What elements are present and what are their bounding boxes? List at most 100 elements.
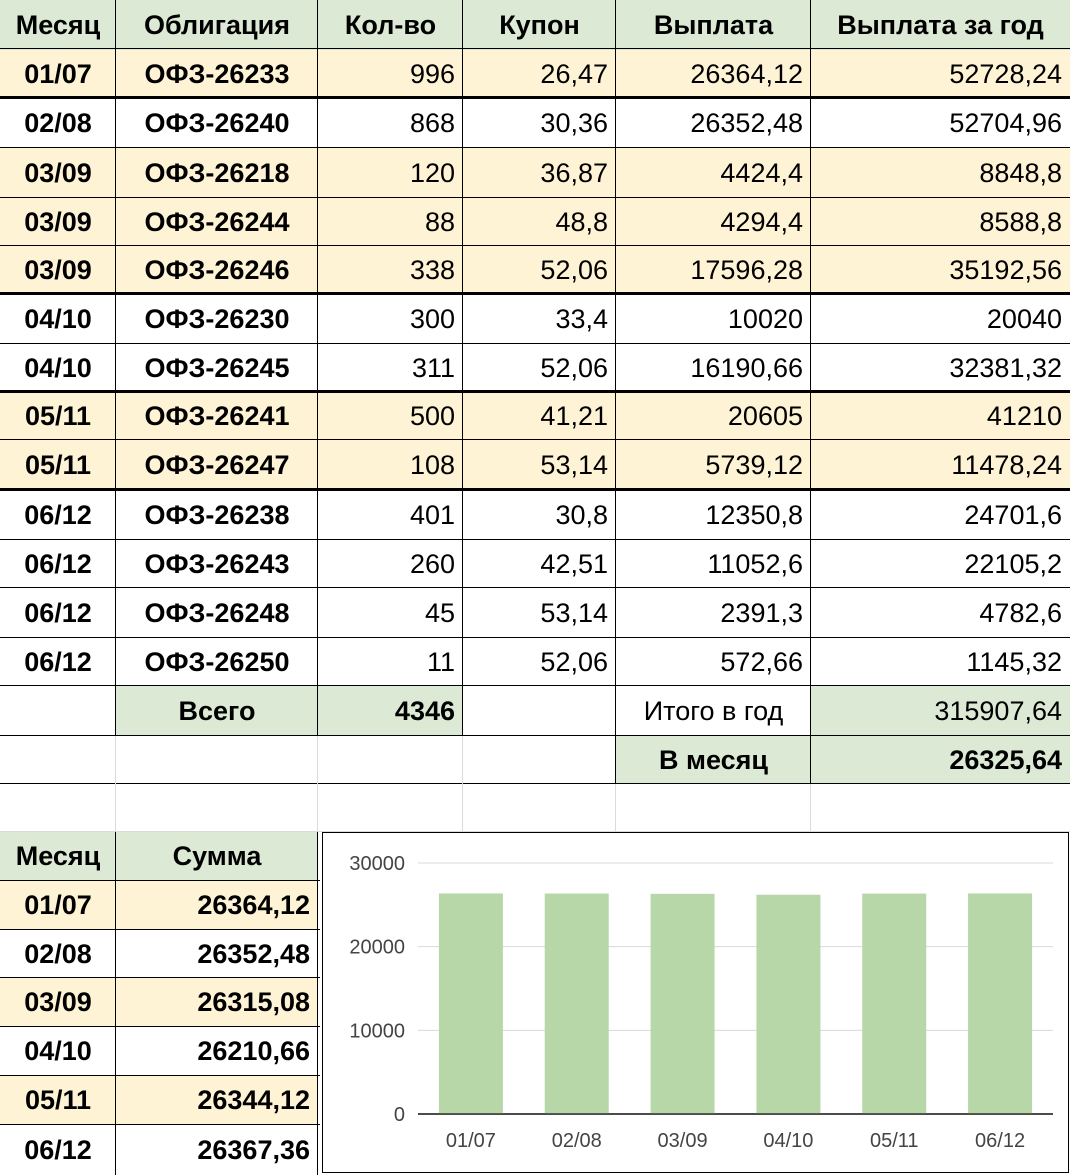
cell-payment[interactable]: 17596,28 xyxy=(616,246,811,294)
cell-qty[interactable]: 500 xyxy=(318,392,463,440)
total-label[interactable]: Всего xyxy=(116,686,318,736)
cell-payment[interactable]: 10020 xyxy=(727,303,803,334)
cell-coupon[interactable]: 30,36 xyxy=(540,107,608,138)
summary-sum[interactable]: 26367,36 xyxy=(197,1134,310,1165)
cell-coupon[interactable]: 26,47 xyxy=(463,50,616,98)
cell-payment[interactable]: 26364,12 xyxy=(616,50,811,98)
cell-annual[interactable]: 35192,56 xyxy=(811,246,1070,294)
summary-sum[interactable]: 26344,12 xyxy=(116,1076,318,1125)
cell-month[interactable]: 03/09 xyxy=(0,246,116,294)
cell-qty[interactable]: 120 xyxy=(318,148,463,198)
cell-coupon[interactable]: 42,51 xyxy=(540,548,608,579)
summary-header[interactable]: Месяц xyxy=(0,832,116,881)
cell-bond[interactable]: ОФЗ-26233 xyxy=(116,50,318,98)
cell-coupon[interactable]: 33,4 xyxy=(555,303,608,334)
cell-bond[interactable]: ОФЗ-26248 xyxy=(144,597,290,628)
bar-03/09[interactable] xyxy=(650,893,715,1114)
bar-06/12[interactable] xyxy=(968,893,1033,1114)
cell-coupon[interactable]: 48,8 xyxy=(463,198,616,246)
cell-qty[interactable]: 868 xyxy=(409,107,455,138)
cell-qty[interactable]: 996 xyxy=(318,50,463,98)
summary-sum[interactable]: 26352,48 xyxy=(197,938,310,969)
cell-qty[interactable]: 401 xyxy=(409,499,455,530)
cell-annual[interactable]: 20040 xyxy=(986,303,1062,334)
bar-04/10[interactable] xyxy=(756,894,821,1114)
cell-coupon[interactable]: 30,8 xyxy=(555,499,608,530)
cell-bond[interactable]: ОФЗ-26241 xyxy=(116,392,318,440)
cell-payment[interactable]: 4424,4 xyxy=(616,148,811,198)
cell-qty[interactable]: 300 xyxy=(409,303,455,334)
cell-payment[interactable]: 4294,4 xyxy=(616,198,811,246)
cell-annual[interactable]: 11478,24 xyxy=(811,440,1070,490)
cell-annual[interactable]: 8848,8 xyxy=(811,148,1070,198)
cell-bond[interactable]: ОФЗ-26238 xyxy=(144,499,290,530)
cell-payment[interactable]: 11052,6 xyxy=(707,548,803,579)
empty-cell[interactable] xyxy=(0,686,116,736)
cell-annual[interactable]: 22105,2 xyxy=(964,548,1062,579)
cell-month[interactable]: 06/12 xyxy=(24,548,92,579)
cell-annual[interactable]: 8588,8 xyxy=(811,198,1070,246)
cell-annual[interactable]: 1145,32 xyxy=(966,646,1062,677)
cell-coupon[interactable]: 53,14 xyxy=(540,597,608,628)
cell-month[interactable]: 01/07 xyxy=(0,50,116,98)
cell-payment[interactable]: 16190,66 xyxy=(690,352,803,383)
summary-sum[interactable]: 26315,08 xyxy=(116,978,318,1027)
cell-payment[interactable]: 572,66 xyxy=(720,646,803,677)
cell-month[interactable]: 05/11 xyxy=(0,392,116,440)
column-header[interactable]: Облигация xyxy=(116,0,318,50)
year-total-label[interactable]: Итого в год xyxy=(643,695,784,726)
cell-coupon[interactable]: 52,06 xyxy=(540,352,608,383)
month-avg-value[interactable]: 26325,64 xyxy=(811,736,1070,784)
cell-annual[interactable]: 4782,6 xyxy=(979,597,1062,628)
cell-annual[interactable]: 52704,96 xyxy=(949,107,1062,138)
cell-month[interactable]: 03/09 xyxy=(0,148,116,198)
summary-header[interactable]: Сумма xyxy=(116,832,318,881)
summary-month[interactable]: 03/09 xyxy=(0,978,116,1027)
cell-month[interactable]: 03/09 xyxy=(0,198,116,246)
cell-bond[interactable]: ОФЗ-26244 xyxy=(116,198,318,246)
bar-02/08[interactable] xyxy=(544,893,609,1114)
cell-coupon[interactable]: 52,06 xyxy=(463,246,616,294)
bar-05/11[interactable] xyxy=(862,893,927,1114)
cell-payment[interactable]: 2391,3 xyxy=(720,597,803,628)
column-header[interactable]: Выплата xyxy=(616,0,811,50)
cell-qty[interactable]: 311 xyxy=(411,352,455,383)
bar-chart[interactable]: 0 10000 20000 30000 01/07 02/08 03/09 04/10 05/1… xyxy=(322,832,1069,1173)
bar-01/07[interactable] xyxy=(438,893,503,1114)
cell-month[interactable]: 05/11 xyxy=(0,440,116,490)
summary-month[interactable]: 01/07 xyxy=(0,881,116,930)
summary-month[interactable]: 06/12 xyxy=(24,1134,92,1165)
summary-month[interactable]: 04/10 xyxy=(24,1036,92,1066)
month-avg-label[interactable]: В месяц xyxy=(616,736,811,784)
cell-qty[interactable]: 260 xyxy=(409,548,455,579)
column-header[interactable]: Купон xyxy=(463,0,616,50)
cell-payment[interactable]: 20605 xyxy=(616,392,811,440)
cell-qty[interactable]: 108 xyxy=(318,440,463,490)
cell-bond[interactable]: ОФЗ-26250 xyxy=(144,646,290,677)
cell-bond[interactable]: ОФЗ-26245 xyxy=(144,352,290,383)
summary-month[interactable]: 02/08 xyxy=(24,938,92,969)
summary-month[interactable]: 05/11 xyxy=(0,1076,116,1125)
summary-sum[interactable]: 26210,66 xyxy=(197,1036,310,1066)
cell-bond[interactable]: ОФЗ-26243 xyxy=(144,548,290,579)
cell-month[interactable]: 06/12 xyxy=(24,597,92,628)
cell-coupon[interactable]: 53,14 xyxy=(463,440,616,490)
column-header[interactable]: Месяц xyxy=(0,0,116,50)
cell-coupon[interactable]: 41,21 xyxy=(463,392,616,440)
cell-month[interactable]: 02/08 xyxy=(24,107,92,138)
cell-bond[interactable]: ОФЗ-26240 xyxy=(144,107,290,138)
cell-month[interactable]: 04/10 xyxy=(24,303,92,334)
cell-coupon[interactable]: 52,06 xyxy=(540,646,608,677)
cell-bond[interactable]: ОФЗ-26230 xyxy=(144,303,290,334)
cell-payment[interactable]: 12350,8 xyxy=(705,499,803,530)
cell-bond[interactable]: ОФЗ-26218 xyxy=(116,148,318,198)
column-header[interactable]: Выплата за год xyxy=(811,0,1070,50)
cell-annual[interactable]: 52728,24 xyxy=(811,50,1070,98)
empty-cell[interactable] xyxy=(463,686,616,736)
cell-month[interactable]: 06/12 xyxy=(24,646,92,677)
column-header[interactable]: Кол-во xyxy=(318,0,463,50)
cell-month[interactable]: 04/10 xyxy=(24,352,92,383)
cell-annual[interactable]: 32381,32 xyxy=(949,352,1062,383)
summary-sum[interactable]: 26364,12 xyxy=(116,881,318,930)
cell-qty[interactable]: 338 xyxy=(318,246,463,294)
